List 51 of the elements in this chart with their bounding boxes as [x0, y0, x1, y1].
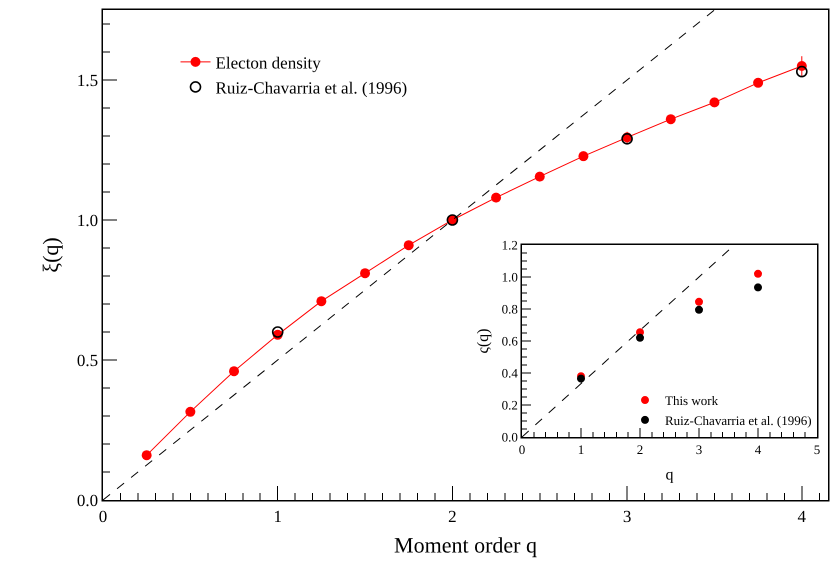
point [185, 406, 196, 417]
y-tick-label: 1.2 [502, 238, 518, 253]
y-tick-label: 0.5 [76, 350, 98, 370]
point [142, 450, 152, 460]
point [491, 192, 502, 203]
point [796, 66, 808, 78]
point [229, 366, 240, 376]
point [695, 298, 703, 306]
y-axis-title: ς(q) [475, 328, 492, 354]
point [534, 172, 545, 182]
x-tick-label: 4 [754, 442, 762, 458]
legend-label: Ruiz-Chavarria et al. (1996) [216, 78, 408, 98]
point [360, 268, 370, 278]
point [636, 334, 644, 342]
y-tick-label: 1.0 [502, 270, 518, 285]
point [754, 270, 762, 278]
x-tick-label: 1 [273, 506, 282, 526]
point [695, 306, 703, 314]
y-tick-label: 1.0 [76, 210, 98, 230]
x-tick-label: 0 [98, 506, 108, 526]
y-tick-label: 0.6 [502, 334, 518, 349]
x-tick-label: 3 [696, 442, 702, 458]
x-axis-title: q [666, 466, 674, 484]
point [754, 283, 762, 292]
x-tick-label: 3 [622, 506, 632, 526]
y-tick-label: 0.4 [502, 366, 518, 381]
x-axis-title: Moment order q [394, 532, 537, 558]
legend-label: This work [665, 393, 719, 408]
point [316, 296, 326, 306]
y-tick-label: 1.5 [76, 70, 98, 90]
x-tick-label: 5 [814, 442, 820, 458]
legend-label: Ruiz-Chavarria et al. (1996) [665, 413, 812, 428]
point [666, 114, 676, 124]
point [578, 151, 588, 162]
y-tick-label: 0.2 [502, 398, 518, 413]
y-axis-title: ξ(q) [38, 237, 63, 273]
point [753, 78, 764, 88]
x-tick-label: 4 [798, 506, 807, 526]
y-tick-label: 0.0 [76, 490, 98, 510]
x-tick-label: 2 [448, 506, 457, 526]
x-tick-label: 0 [518, 442, 526, 458]
point [709, 97, 720, 108]
point [577, 374, 585, 383]
point [621, 133, 633, 145]
x-tick-label: 1 [578, 442, 584, 458]
y-tick-label: 0.0 [502, 430, 518, 445]
point [272, 326, 284, 338]
point [404, 240, 414, 250]
x-tick-label: 2 [636, 442, 644, 458]
y-tick-label: 0.8 [502, 302, 518, 317]
legend-label: Electon density [216, 53, 322, 72]
